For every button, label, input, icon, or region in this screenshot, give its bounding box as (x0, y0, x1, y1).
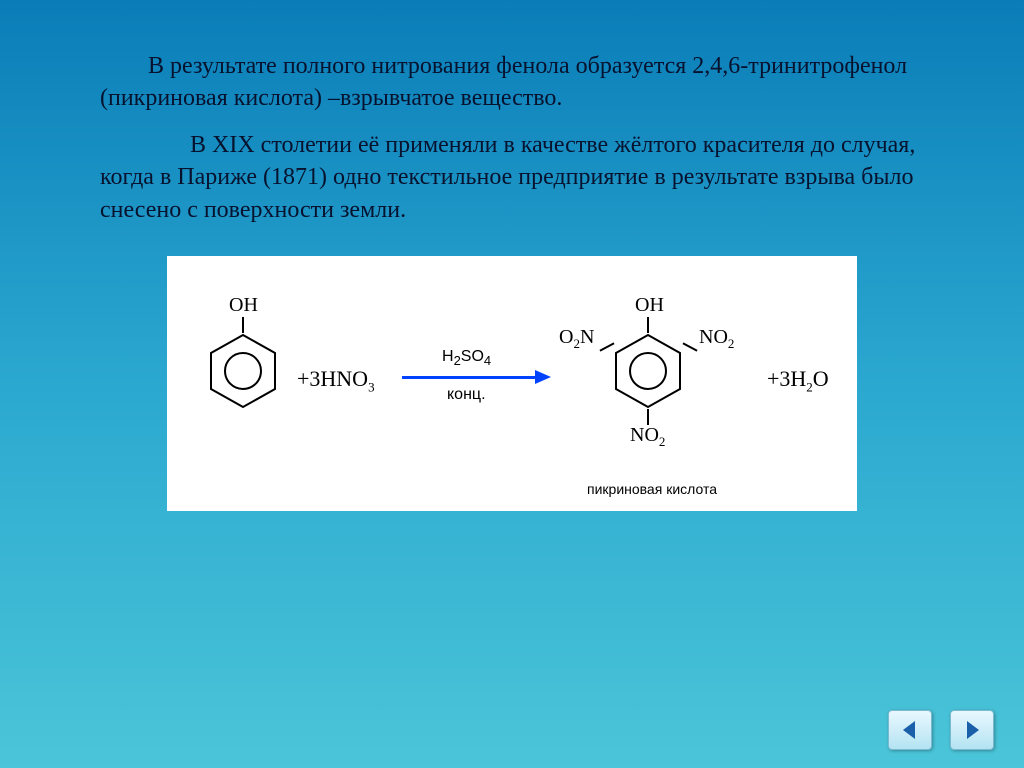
cat-h: H (442, 348, 454, 365)
no-sub: 2 (728, 336, 735, 351)
no2-right-label: NO2 (699, 326, 734, 352)
reactant-phenol (207, 331, 287, 411)
catalyst-top: H2SO4 (442, 348, 491, 368)
prev-button[interactable] (888, 710, 932, 750)
byproduct-label: +3H2O (767, 366, 829, 395)
paragraph-2: В XIX столетии её применяли в качестве ж… (70, 129, 954, 226)
bond-line (647, 409, 649, 425)
reagent-sub: 3 (368, 379, 375, 394)
no-text: NO (699, 326, 728, 348)
nob-text: NO (630, 424, 659, 446)
reagent-label: +3HNO3 (297, 366, 375, 395)
chevron-left-icon (899, 719, 921, 741)
hexagon-icon (207, 331, 279, 411)
nob-sub: 2 (659, 434, 666, 449)
n-text: N (580, 326, 594, 348)
byp-o: O (813, 366, 829, 391)
next-button[interactable] (950, 710, 994, 750)
product-tnp (612, 331, 692, 411)
oh-label: OH (229, 294, 258, 317)
chevron-right-icon (961, 719, 983, 741)
reaction-arrow-line (402, 376, 537, 379)
catalyst-bottom: конц. (447, 386, 486, 404)
bond-line (647, 317, 649, 333)
product-oh-label: OH (635, 294, 664, 317)
slide-container: В результате полного нитрования фенола о… (0, 0, 1024, 768)
reagent-text: +3HNO (297, 366, 368, 391)
product-name-label: пикриновая кислота (587, 481, 717, 497)
o2n-label: O2N (559, 326, 594, 352)
cat-2a: 2 (454, 353, 461, 368)
reaction-arrow-head (535, 370, 551, 384)
o-text: O (559, 326, 573, 348)
cat-so: SO (461, 348, 484, 365)
paragraph-1: В результате полного нитрования фенола о… (70, 50, 954, 115)
nav-button-group (888, 710, 994, 750)
hexagon-icon (612, 331, 684, 411)
byp-text: +3H (767, 366, 806, 391)
cat-4: 4 (484, 353, 491, 368)
bond-line (242, 317, 244, 333)
no2-bottom-label: NO2 (630, 424, 665, 450)
reaction-diagram: OH +3HNO3 H2SO4 конц. OH O2N NO2 (167, 256, 857, 511)
